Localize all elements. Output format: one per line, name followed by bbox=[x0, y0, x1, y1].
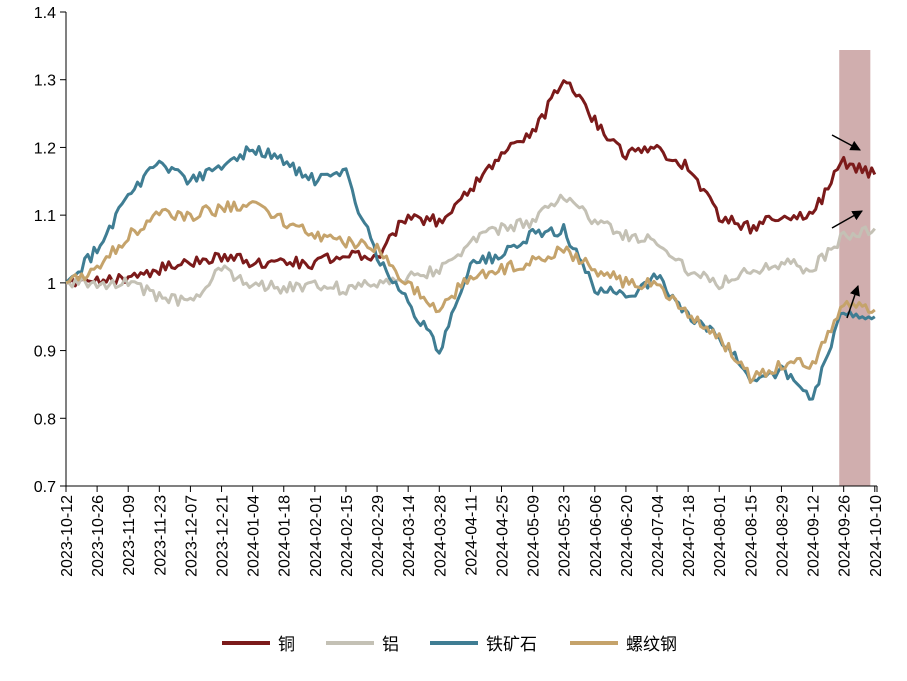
x-tick-label: 2024-03-28 bbox=[432, 495, 449, 577]
legend-label: 铝 bbox=[382, 635, 399, 655]
x-tick-label: 2024-09-12 bbox=[806, 495, 823, 577]
x-tick-label: 2024-08-15 bbox=[743, 495, 760, 577]
y-tick-label: 1.2 bbox=[34, 140, 56, 157]
legend-label: 螺纹钢 bbox=[626, 635, 677, 655]
series-line-0 bbox=[66, 79, 877, 288]
x-tick-label: 2023-11-23 bbox=[152, 495, 169, 576]
x-tick-label: 2024-05-23 bbox=[557, 495, 574, 577]
annotation-arrow bbox=[846, 285, 860, 319]
y-tick-label: 1 bbox=[47, 276, 56, 293]
x-tick-label: 2024-06-20 bbox=[619, 495, 636, 577]
x-tick-label: 2024-02-29 bbox=[370, 495, 387, 577]
legend-label: 铁矿石 bbox=[486, 635, 537, 655]
series-line-3 bbox=[65, 200, 876, 384]
x-tick-label: 2024-10-10 bbox=[868, 495, 885, 577]
y-tick-label: 0.8 bbox=[34, 411, 56, 428]
highlight-band bbox=[839, 50, 871, 486]
x-tick-label: 2023-10-26 bbox=[90, 495, 107, 577]
annotation-arrow bbox=[831, 210, 863, 229]
y-tick-label: 1.1 bbox=[34, 208, 56, 225]
x-tick-label: 2024-02-01 bbox=[308, 495, 325, 577]
x-tick-label: 2024-07-18 bbox=[681, 495, 698, 577]
x-tick-label: 2024-04-11 bbox=[463, 495, 480, 576]
x-tick-label: 2024-08-29 bbox=[774, 495, 791, 577]
x-tick-label: 2023-12-07 bbox=[183, 495, 200, 577]
x-tick-label: 2024-08-01 bbox=[712, 495, 729, 577]
y-tick-label: 0.9 bbox=[34, 344, 56, 361]
x-tick-label: 2024-04-25 bbox=[494, 495, 511, 577]
series-line-2 bbox=[64, 145, 876, 401]
y-tick-label: 1.3 bbox=[34, 73, 56, 90]
x-tick-label: 2023-11-09 bbox=[121, 495, 138, 576]
x-tick-label: 2024-07-04 bbox=[650, 495, 667, 577]
x-tick-label: 2024-03-14 bbox=[401, 495, 418, 577]
x-tick-label: 2024-06-06 bbox=[588, 495, 605, 577]
x-tick-label: 2023-10-12 bbox=[59, 495, 76, 577]
legend-label: 铜 bbox=[278, 635, 295, 655]
y-tick-label: 1.4 bbox=[34, 5, 56, 22]
y-tick-label: 0.7 bbox=[34, 479, 56, 496]
x-tick-label: 2024-05-09 bbox=[526, 495, 543, 577]
x-tick-label: 2024-01-18 bbox=[277, 495, 294, 577]
series-line-1 bbox=[66, 193, 876, 307]
x-tick-label: 2024-02-15 bbox=[339, 495, 356, 577]
x-tick-label: 2023-12-21 bbox=[215, 495, 232, 577]
annotation-arrow bbox=[831, 134, 861, 151]
x-tick-label: 2024-01-04 bbox=[246, 495, 263, 577]
x-tick-label: 2024-09-26 bbox=[837, 495, 854, 577]
